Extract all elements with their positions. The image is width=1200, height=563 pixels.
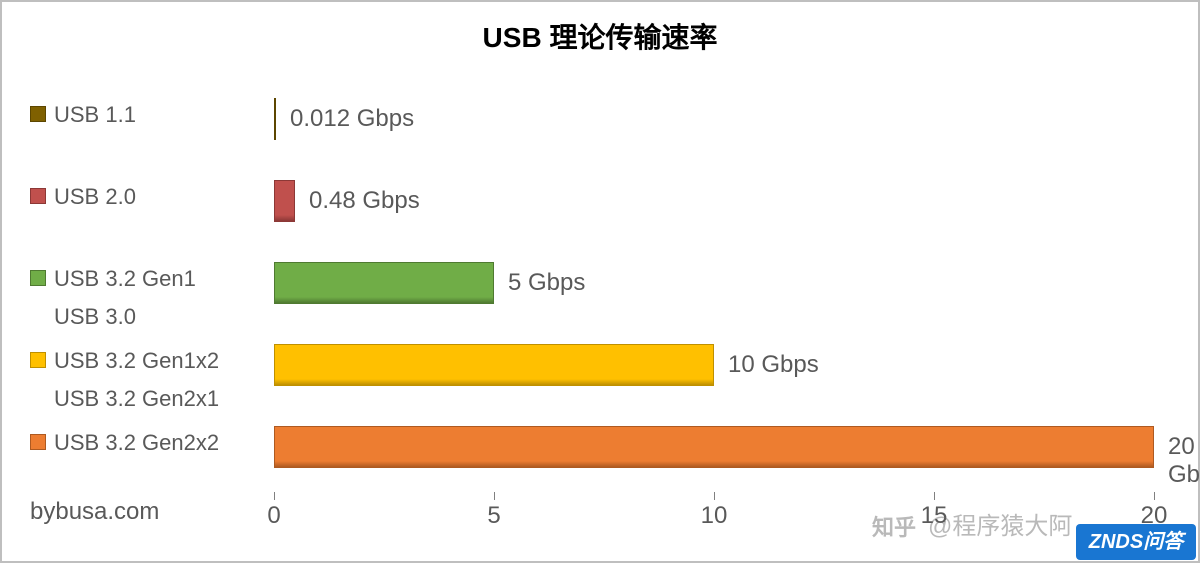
chart-title: USB 理论传输速率 [2,16,1198,56]
x-tick-label: 10 [684,502,744,530]
bar [274,180,295,222]
watermark-zhihu: 知乎 [872,510,916,542]
usb-speed-chart: USB 理论传输速率 USB 1.1 0.012 Gbps USB 2.0 0.48 G… [0,0,1200,563]
legend-swatch [30,188,46,204]
bar [274,98,276,140]
x-tick [1154,492,1155,500]
x-tick-label: 5 [464,502,524,530]
legend-swatch [30,270,46,286]
badge-znds: ZNDS问答 [1076,524,1196,560]
legend-swatch [30,106,46,122]
data-label: 0.012 Gbps [290,105,414,133]
bar [274,344,714,386]
legend-label: USB 1.1 [54,102,136,128]
legend-sublabel: USB 3.0 [54,304,136,330]
bar [274,262,494,304]
legend-label: USB 3.2 Gen1 [54,266,196,292]
legend-sublabel: USB 3.2 Gen2x1 [54,386,219,412]
watermark-author: @程序猿大阿 [928,506,1072,541]
x-tick [934,492,935,500]
footer-source: bybusa.com [30,498,159,526]
data-label: 5 Gbps [508,269,585,297]
data-label: 10 Gbps [728,351,819,379]
x-tick-label: 0 [244,502,304,530]
legend-label: USB 2.0 [54,184,136,210]
bar [274,426,1154,468]
x-tick [494,492,495,500]
x-tick [714,492,715,500]
data-label: 0.48 Gbps [309,187,420,215]
data-label: 20 Gbps [1168,433,1200,489]
x-tick [274,492,275,500]
legend-label: USB 3.2 Gen1x2 [54,348,219,374]
legend-swatch [30,434,46,450]
legend-label: USB 3.2 Gen2x2 [54,430,219,456]
legend-swatch [30,352,46,368]
